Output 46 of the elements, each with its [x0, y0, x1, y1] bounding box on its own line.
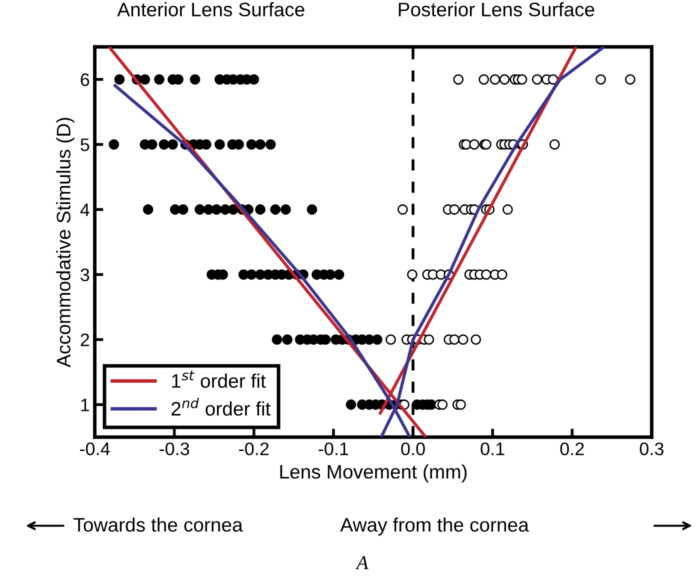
- y-tick-label: 3: [80, 268, 90, 282]
- text: A: [355, 556, 368, 570]
- legend-label: 2$^{nd}$ order fit: [172, 398, 271, 416]
- text: Away from the cornea: [340, 517, 529, 536]
- point: [499, 74, 510, 85]
- y-tick-label: 4: [80, 204, 90, 216]
- text: Posterior Lens Surface: [398, 2, 594, 16]
- x-tick-label: -0.4: [80, 442, 110, 456]
- point: [386, 334, 396, 345]
- point: [437, 399, 448, 410]
- point: [625, 74, 636, 85]
- x-tick-label: 0.3: [640, 442, 664, 456]
- y-tick-label: 2: [80, 334, 90, 346]
- x-tick-label: 0.0: [401, 442, 425, 456]
- point: [549, 139, 560, 150]
- point: [496, 269, 508, 280]
- x-tick-label: 0.1: [480, 442, 504, 456]
- point: [490, 74, 500, 85]
- point: [453, 74, 464, 85]
- y-tick-label: 1: [81, 398, 90, 412]
- y-tick-label: 5: [80, 138, 90, 152]
- point: [424, 334, 434, 345]
- x-axis-title: Lens Movement (mm): [280, 464, 467, 483]
- legend-label: 1$^{st}$ order fit: [172, 370, 266, 388]
- point: [469, 139, 480, 150]
- point: [449, 334, 460, 345]
- x-tick-label: -0.1: [318, 442, 348, 456]
- point: [449, 204, 460, 215]
- point: [596, 74, 606, 85]
- x-tick-label: -0.2: [239, 442, 269, 456]
- y-axis-title: Accommodative Stimulus (D): [56, 118, 74, 368]
- point: [478, 74, 490, 85]
- point: [481, 269, 492, 280]
- point: [456, 399, 466, 410]
- text: Towards the cornea: [74, 517, 243, 532]
- point: [502, 204, 513, 215]
- y-tick-label: 6: [80, 73, 90, 86]
- point: [458, 334, 468, 345]
- point: [516, 74, 528, 85]
- x-tick-label: 0.2: [560, 442, 584, 456]
- point: [397, 204, 408, 215]
- x-tick-label: -0.3: [160, 442, 190, 456]
- point: [532, 74, 542, 85]
- point: [470, 334, 482, 345]
- text: Anterior Lens Surface: [117, 2, 304, 16]
- point: [407, 269, 418, 280]
